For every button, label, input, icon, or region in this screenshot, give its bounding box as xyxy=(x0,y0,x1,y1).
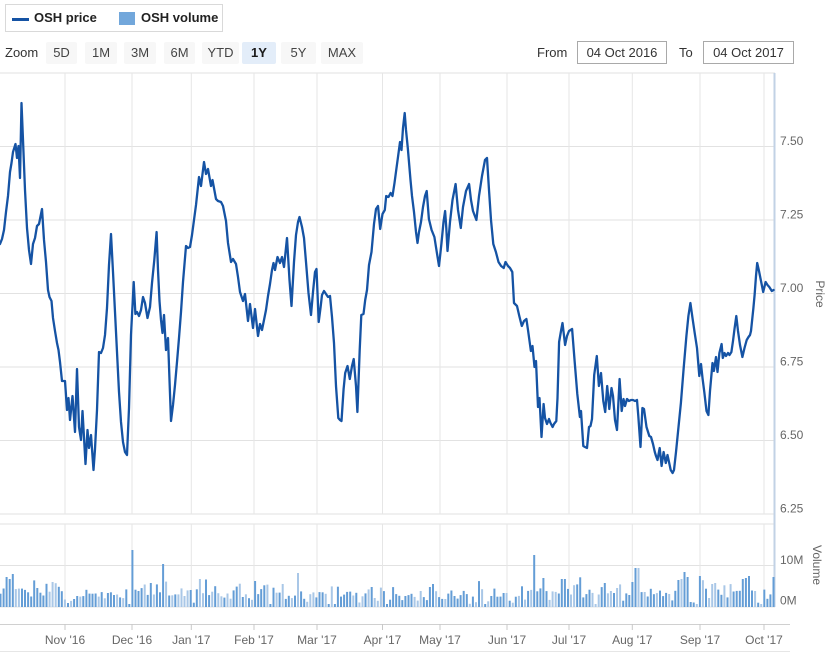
svg-text:6.75: 6.75 xyxy=(780,355,804,369)
svg-text:7.50: 7.50 xyxy=(780,134,804,148)
svg-text:Nov '16: Nov '16 xyxy=(45,633,86,647)
svg-text:Jun '17: Jun '17 xyxy=(488,633,527,647)
svg-text:May '17: May '17 xyxy=(419,633,461,647)
svg-text:6.25: 6.25 xyxy=(780,502,804,516)
svg-text:7.00: 7.00 xyxy=(780,281,804,295)
svg-text:Volume: Volume xyxy=(810,545,824,585)
svg-text:Jul '17: Jul '17 xyxy=(552,633,587,647)
svg-text:Apr '17: Apr '17 xyxy=(364,633,402,647)
svg-text:Feb '17: Feb '17 xyxy=(234,633,274,647)
svg-text:7.25: 7.25 xyxy=(780,208,804,222)
svg-text:Dec '16: Dec '16 xyxy=(112,633,153,647)
svg-text:Oct '17: Oct '17 xyxy=(745,633,783,647)
svg-text:Aug '17: Aug '17 xyxy=(612,633,653,647)
svg-text:6.50: 6.50 xyxy=(780,428,804,442)
svg-text:Sep '17: Sep '17 xyxy=(680,633,721,647)
svg-text:Mar '17: Mar '17 xyxy=(297,633,337,647)
svg-text:Jan '17: Jan '17 xyxy=(172,633,211,647)
svg-text:10M: 10M xyxy=(780,553,803,567)
svg-text:0M: 0M xyxy=(780,594,797,608)
svg-text:Price: Price xyxy=(813,280,827,308)
